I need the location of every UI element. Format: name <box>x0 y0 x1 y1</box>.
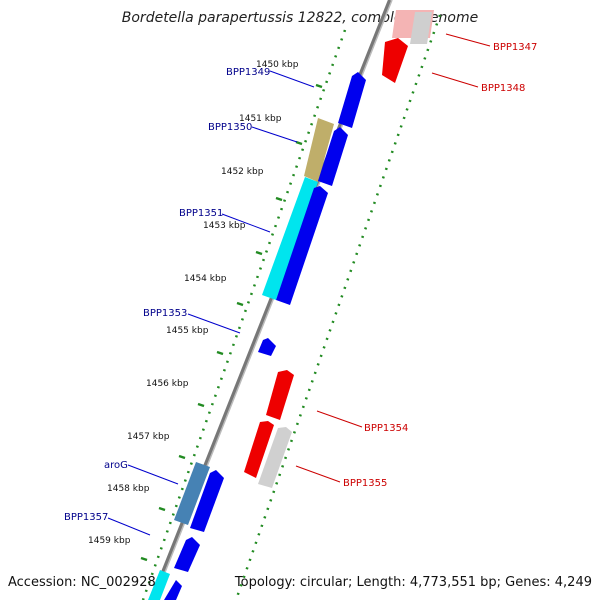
reverse-leaders <box>295 33 491 483</box>
tick-label: 1457 kbp <box>127 432 170 442</box>
gene-BPP1349[interactable] <box>338 72 366 128</box>
gene-label-aroG: aroG <box>104 460 128 471</box>
tick-label: 1452 kbp <box>221 167 264 177</box>
tick-label: 1453 kbp <box>203 221 246 231</box>
gene-label-BPP1349: BPP1349 <box>226 67 270 78</box>
gene-label-BPP1351: BPP1351 <box>179 208 223 219</box>
genome-summary-text: Topology: circular; Length: 4,773,551 bp… <box>234 575 592 590</box>
gene-label-BPP1357: BPP1357 <box>64 512 108 523</box>
tick-label: 1456 kbp <box>146 379 189 389</box>
map-title: Bordetella parapertussis 12822, complete… <box>121 10 479 26</box>
gene-BPP1348[interactable] <box>382 38 408 83</box>
gene-BPP1354[interactable] <box>266 370 294 420</box>
gene-label-BPP1353: BPP1353 <box>143 308 187 319</box>
gene-cyan-bottom[interactable] <box>148 570 170 600</box>
forward-tick-rail <box>141 29 347 600</box>
tick-label: 1455 kbp <box>166 326 209 336</box>
gene-label-BPP1350: BPP1350 <box>208 122 252 133</box>
accession-text: Accession: NC_002928 <box>8 575 156 590</box>
gene-BPP1350[interactable] <box>318 127 348 186</box>
tick-labels: 1450 kbp 1451 kbp 1452 kbp 1453 kbp 1454… <box>88 60 299 546</box>
tick-label: 1451 kbp <box>239 114 282 124</box>
gene-blue-bottom[interactable] <box>164 580 182 600</box>
gene-BPP1353[interactable] <box>258 338 276 356</box>
gene-aroG-steel[interactable] <box>174 462 210 525</box>
gene-BPP1351[interactable] <box>276 186 328 305</box>
gene-label-BPP1348: BPP1348 <box>481 83 525 94</box>
gene-BPP1355-red[interactable] <box>244 421 274 478</box>
tick-label: 1458 kbp <box>107 484 150 494</box>
gene-label-BPP1347: BPP1347 <box>493 42 537 53</box>
gene-pseudo[interactable] <box>410 12 432 44</box>
tick-label: 1454 kbp <box>184 274 227 284</box>
tick-label: 1459 kbp <box>88 536 131 546</box>
gene-label-BPP1354: BPP1354 <box>364 423 408 434</box>
gene-aroG[interactable] <box>190 470 224 532</box>
gene-BPP1350-olive[interactable] <box>304 118 334 182</box>
forward-leaders <box>107 70 315 536</box>
gene-label-BPP1355: BPP1355 <box>343 478 387 489</box>
gene-BPP1357[interactable] <box>174 537 200 572</box>
major-ticks <box>140 83 323 562</box>
tick-label: 1450 kbp <box>256 60 299 70</box>
gene-BPP1351-cyan[interactable] <box>262 177 318 300</box>
gene-BPP1355[interactable] <box>258 427 292 488</box>
